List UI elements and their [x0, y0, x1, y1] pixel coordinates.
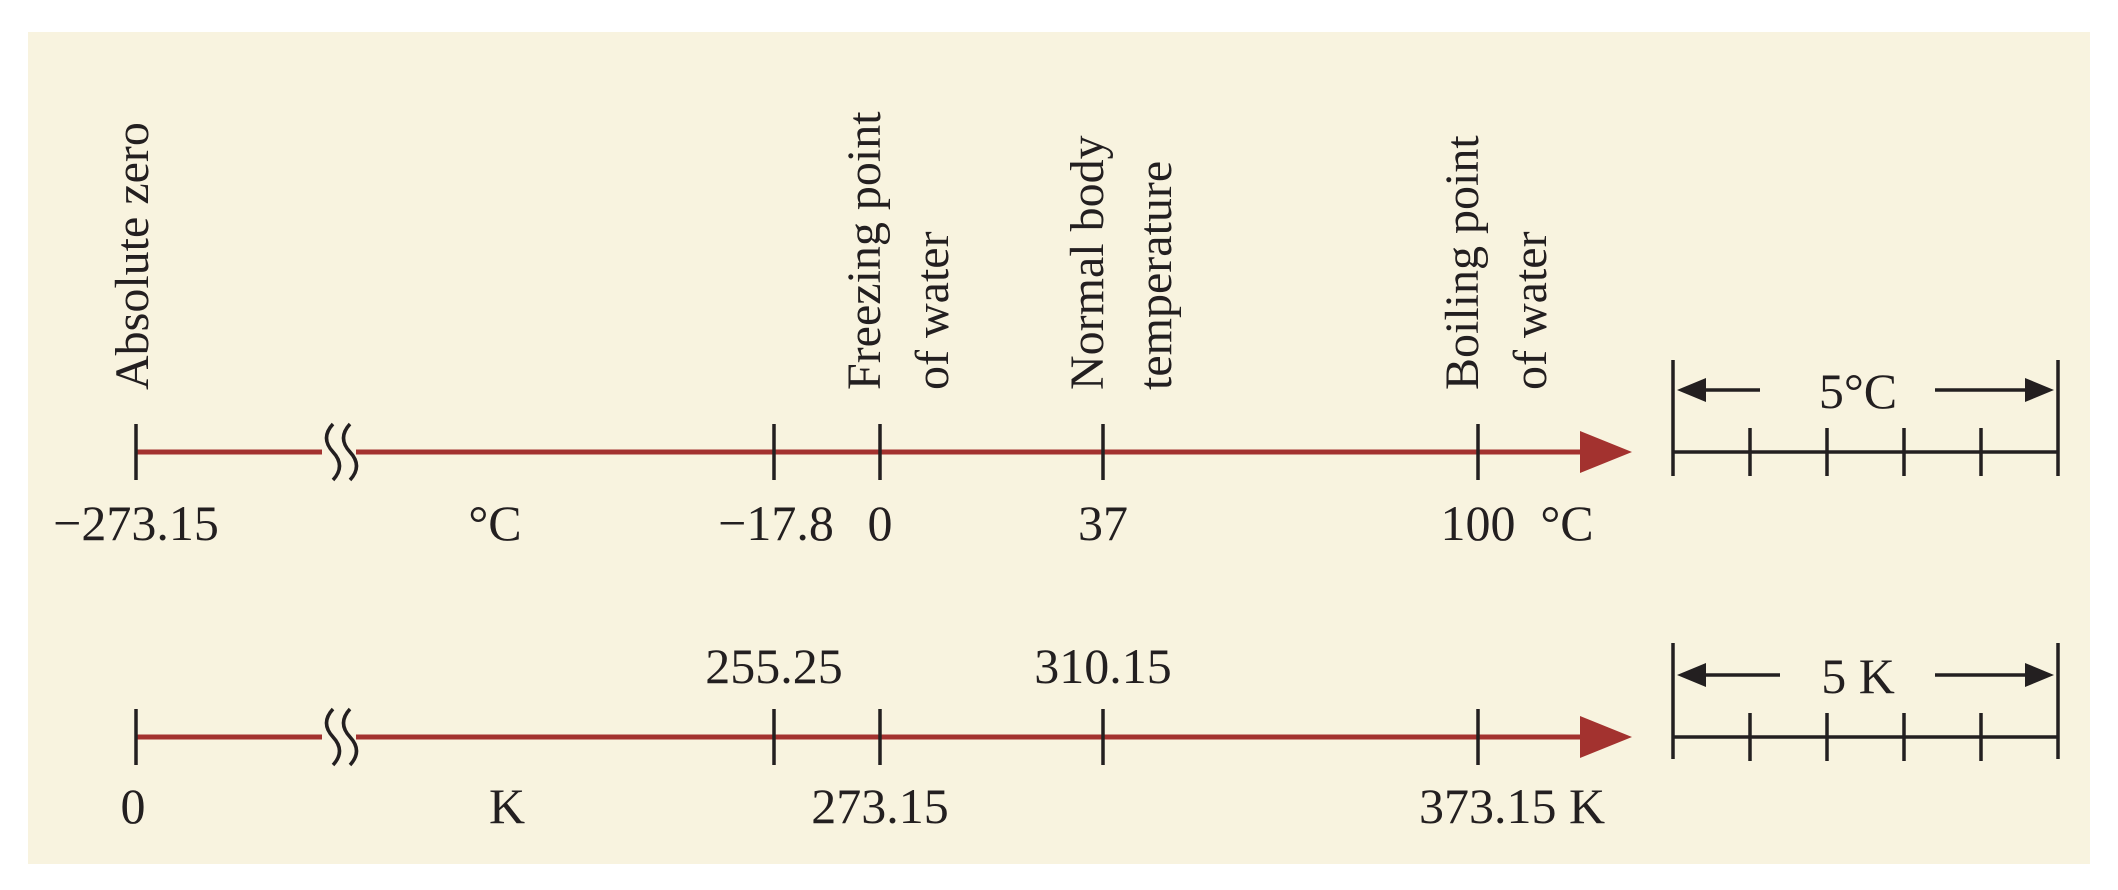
landmark-line: of water [906, 231, 959, 390]
kelvin-scale-break [322, 707, 359, 767]
landmark-line: of water [1504, 231, 1557, 390]
celsius-scale-break [322, 422, 359, 482]
diagram-panel [28, 32, 2090, 864]
right-arrow-head [2025, 663, 2054, 687]
celsius-label-abs-zero: −273.15 [53, 495, 219, 551]
celsius-label-boiling: 100 [1441, 495, 1516, 551]
celsius-interval-scale-bar: 5°C [1671, 360, 2060, 476]
kelvin-label-freezing: 273.15 [811, 778, 949, 834]
left-arrow-head [1677, 663, 1706, 687]
kelvin-unit-label: K [489, 778, 525, 834]
celsius-unit-label: °C [468, 495, 521, 551]
landmark-line: Freezing point [838, 111, 891, 390]
celsius-label-freezing: 0 [868, 495, 893, 551]
landmark-line: temperature [1129, 161, 1182, 390]
kelvin-scale: 255.25 310.15 0 K 273.15 373.15 K [121, 638, 1632, 834]
landmark-line: Boiling point [1436, 135, 1489, 390]
celsius-scale: −273.15 °C −17.8 0 37 100 °C [53, 422, 1632, 551]
landmark-boiling-label: Boiling point of water [1436, 135, 1557, 390]
kelvin-interval-scale-bar: 5 K [1671, 643, 2060, 761]
kelvin-label-body: 310.15 [1034, 638, 1172, 694]
landmark-line: Absolute zero [106, 122, 159, 390]
landmark-body-label: Normal body temperature [1061, 135, 1182, 390]
celsius-label-body: 37 [1078, 495, 1128, 551]
celsius-interval-label: 5°C [1819, 363, 1897, 419]
landmark-freezing-label: Freezing point of water [838, 111, 959, 390]
celsius-scale-arrowhead [1580, 431, 1632, 473]
kelvin-label-boiling: 373.15 K [1419, 778, 1605, 834]
kelvin-label-abs-zero: 0 [121, 778, 146, 834]
kelvin-interval-label: 5 K [1821, 648, 1895, 704]
celsius-end-unit-label: °C [1540, 495, 1593, 551]
kelvin-scale-arrowhead [1580, 716, 1632, 758]
landmark-line: Normal body [1061, 135, 1114, 390]
landmark-absolute-zero-label: Absolute zero [106, 122, 159, 390]
celsius-label-zero-f: −17.8 [718, 495, 834, 551]
left-arrow-head [1677, 378, 1706, 402]
kelvin-label-zero-f: 255.25 [705, 638, 843, 694]
right-arrow-head [2025, 378, 2054, 402]
